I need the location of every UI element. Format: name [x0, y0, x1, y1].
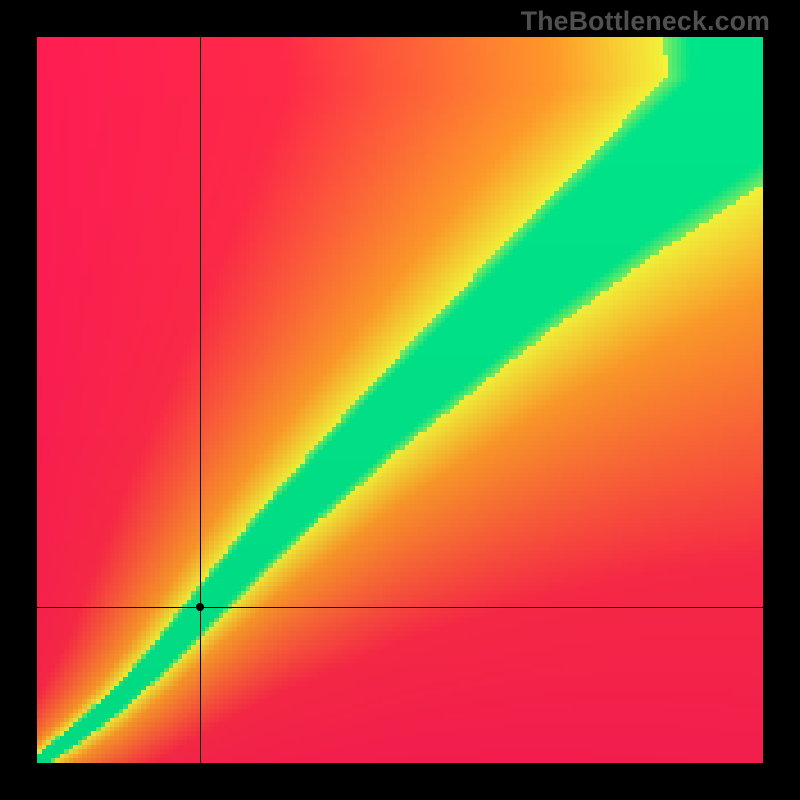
chart-container: TheBottleneck.com — [0, 0, 800, 800]
crosshair-vertical — [200, 37, 201, 763]
watermark-label: TheBottleneck.com — [521, 6, 770, 37]
plot-area — [37, 37, 763, 763]
crosshair-horizontal — [37, 607, 763, 608]
crosshair-marker — [196, 603, 204, 611]
bottleneck-heatmap — [37, 37, 763, 763]
